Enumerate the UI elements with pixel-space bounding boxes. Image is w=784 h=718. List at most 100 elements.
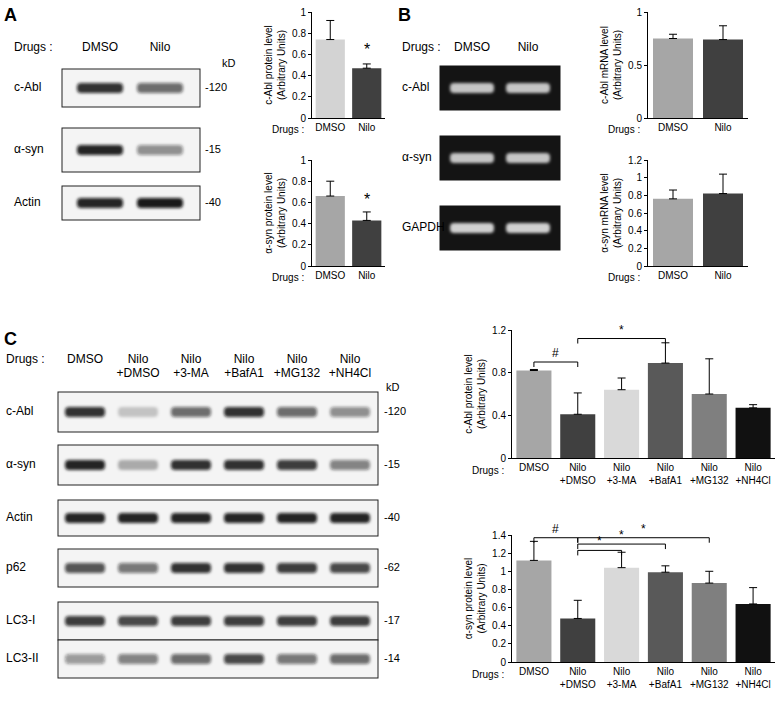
svg-text:α-syn protein level(Arbitrary: α-syn protein level(Arbitrary Units) — [463, 558, 487, 639]
svg-text:Nilo+NH4Cl: Nilo+NH4Cl — [329, 352, 371, 380]
svg-text:Nilo: Nilo — [150, 40, 171, 54]
svg-text:Nilo: Nilo — [714, 270, 732, 281]
svg-text:C: C — [4, 329, 17, 349]
svg-text:-15: -15 — [384, 458, 400, 470]
svg-text:0.6: 0.6 — [492, 602, 506, 613]
svg-text:Nilo+BafA1: Nilo+BafA1 — [649, 666, 683, 690]
svg-text:Nilo+BafA1: Nilo+BafA1 — [224, 352, 264, 380]
svg-text:1.2: 1.2 — [628, 155, 642, 166]
svg-text:*: * — [619, 323, 624, 337]
svg-text:1: 1 — [300, 7, 306, 18]
svg-text:Drugs :: Drugs : — [472, 465, 504, 476]
svg-text:Actin: Actin — [6, 510, 33, 524]
svg-text:1: 1 — [636, 7, 642, 18]
svg-text:DMSO: DMSO — [658, 270, 688, 281]
svg-text:0.2: 0.2 — [492, 638, 506, 649]
svg-text:1.4: 1.4 — [492, 530, 506, 541]
svg-text:0: 0 — [500, 453, 506, 464]
svg-text:c-Abl: c-Abl — [14, 80, 41, 94]
svg-text:*: * — [364, 41, 370, 58]
svg-text:Nilo+3-MA: Nilo+3-MA — [607, 462, 637, 486]
svg-text:Nilo+DMSO: Nilo+DMSO — [560, 666, 596, 690]
svg-text:α-syn: α-syn — [6, 457, 36, 471]
svg-text:Nilo+NH4Cl: Nilo+NH4Cl — [735, 462, 770, 486]
svg-text:DMSO: DMSO — [519, 666, 549, 677]
svg-text:Nilo: Nilo — [714, 122, 732, 133]
svg-text:-17: -17 — [384, 614, 400, 626]
svg-text:0.4: 0.4 — [292, 70, 306, 81]
svg-text:kD: kD — [386, 381, 400, 393]
svg-text:0.8: 0.8 — [492, 367, 506, 378]
svg-text:1: 1 — [300, 155, 306, 166]
svg-text:-62: -62 — [384, 561, 400, 573]
svg-text:DMSO: DMSO — [82, 40, 118, 54]
svg-text:1.2: 1.2 — [492, 325, 506, 336]
svg-text:0: 0 — [636, 113, 642, 124]
svg-text:0: 0 — [500, 657, 506, 668]
svg-text:c-Abl: c-Abl — [402, 80, 429, 94]
svg-text:0: 0 — [636, 261, 642, 272]
svg-text:Actin: Actin — [14, 195, 41, 209]
svg-text:Drugs :: Drugs : — [402, 40, 441, 54]
svg-text:Nilo+DMSO: Nilo+DMSO — [116, 352, 159, 380]
svg-text:α-syn mRNA level(Arbitrary Uni: α-syn mRNA level(Arbitrary Units) — [599, 173, 623, 253]
svg-text:Nilo+NH4Cl: Nilo+NH4Cl — [735, 666, 770, 690]
svg-text:0.6: 0.6 — [292, 197, 306, 208]
svg-text:Nilo+3-MA: Nilo+3-MA — [173, 352, 209, 380]
svg-text:-40: -40 — [205, 196, 221, 208]
svg-text:Drugs :: Drugs : — [14, 40, 53, 54]
svg-text:0.8: 0.8 — [292, 28, 306, 39]
svg-text:0.4: 0.4 — [292, 218, 306, 229]
svg-text:*: * — [364, 191, 370, 208]
svg-text:Nilo+BafA1: Nilo+BafA1 — [649, 462, 683, 486]
svg-text:Drugs :: Drugs : — [6, 352, 45, 366]
svg-text:α-syn protein level(Arbitrary: α-syn protein level(Arbitrary Units) — [263, 172, 287, 253]
svg-text:0.2: 0.2 — [292, 91, 306, 102]
svg-text:Drugs :: Drugs : — [272, 124, 304, 135]
svg-text:Nilo: Nilo — [518, 40, 539, 54]
svg-text:1.2: 1.2 — [492, 548, 506, 559]
svg-text:GAPDH: GAPDH — [402, 220, 445, 234]
svg-text:Drugs :: Drugs : — [608, 124, 640, 135]
svg-text:0.8: 0.8 — [492, 584, 506, 595]
svg-text:0.4: 0.4 — [628, 225, 642, 236]
svg-text:Nilo: Nilo — [358, 122, 376, 133]
svg-text:DMSO: DMSO — [315, 122, 345, 133]
svg-text:α-syn: α-syn — [402, 150, 432, 164]
svg-text:*: * — [641, 522, 646, 536]
svg-text:0.4: 0.4 — [492, 620, 506, 631]
svg-text:0.6: 0.6 — [628, 208, 642, 219]
svg-text:0.8: 0.8 — [628, 190, 642, 201]
svg-text:c-Abl: c-Abl — [6, 404, 33, 418]
svg-text:α-syn: α-syn — [14, 142, 44, 156]
svg-text:Nilo+3-MA: Nilo+3-MA — [607, 666, 637, 690]
svg-text:A: A — [4, 5, 17, 25]
svg-text:p62: p62 — [6, 560, 26, 574]
svg-text:c-Abl mRNA level(Arbitrary Uni: c-Abl mRNA level(Arbitrary Units) — [599, 26, 623, 104]
svg-text:0.4: 0.4 — [492, 410, 506, 421]
svg-text:DMSO: DMSO — [454, 40, 490, 54]
svg-text:#: # — [552, 522, 559, 536]
svg-text:-120: -120 — [205, 81, 227, 93]
svg-text:DMSO: DMSO — [519, 462, 549, 473]
svg-text:0.5: 0.5 — [628, 60, 642, 71]
svg-text:LC3-II: LC3-II — [6, 651, 39, 665]
svg-text:1: 1 — [636, 172, 642, 183]
svg-text:*: * — [597, 534, 602, 548]
svg-text:0.2: 0.2 — [292, 239, 306, 250]
svg-text:Drugs :: Drugs : — [272, 272, 304, 283]
svg-text:0: 0 — [300, 261, 306, 272]
svg-text:B: B — [398, 5, 411, 25]
svg-text:0.2: 0.2 — [628, 243, 642, 254]
svg-text:Nilo+DMSO: Nilo+DMSO — [560, 462, 596, 486]
svg-text:0.8: 0.8 — [292, 176, 306, 187]
svg-text:Drugs :: Drugs : — [608, 272, 640, 283]
svg-text:Nilo: Nilo — [358, 270, 376, 281]
svg-text:c-Abl protein level(Arbitrary: c-Abl protein level(Arbitrary Units) — [263, 25, 287, 104]
svg-text:-14: -14 — [384, 652, 400, 664]
svg-text:0.6: 0.6 — [292, 49, 306, 60]
svg-text:0: 0 — [300, 113, 306, 124]
svg-text:DMSO: DMSO — [658, 122, 688, 133]
svg-text:LC3-I: LC3-I — [6, 613, 35, 627]
svg-text:Drugs :: Drugs : — [472, 669, 504, 680]
